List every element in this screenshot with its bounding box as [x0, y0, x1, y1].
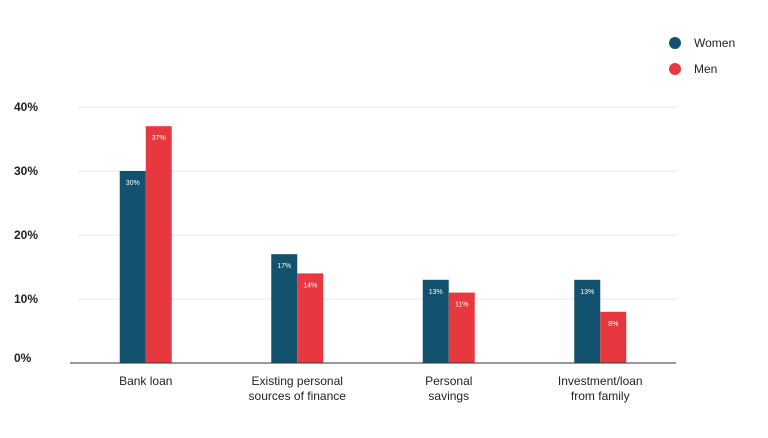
bar-value-label: 17%	[277, 263, 291, 270]
y-tick-label: 10%	[14, 292, 38, 306]
x-axis-labels: Bank loan Existing personal sources of fin…	[119, 374, 643, 403]
legend: Women Men	[669, 36, 735, 76]
bar-value-label: 37%	[152, 135, 166, 142]
bar-value-label: 14%	[303, 282, 317, 289]
y-axis-ticks: 0% 10% 20% 30% 40%	[14, 100, 38, 365]
x-tick-label: Investment/loan from family	[558, 374, 643, 403]
y-tick-label: 30%	[14, 164, 38, 178]
bar-men	[297, 273, 324, 363]
bar-value-label: 13%	[429, 289, 443, 296]
legend-label: Women	[694, 36, 735, 50]
bar-men	[600, 311, 627, 363]
bar-women	[271, 254, 298, 363]
x-tick-label: Bank loan	[119, 374, 172, 388]
bar-value-label: 30%	[126, 180, 140, 187]
legend-swatch-women	[669, 37, 681, 49]
bars: 30% 37% 17% 14% 13% 11% 13% 8%	[119, 126, 627, 363]
bar-value-label: 8%	[608, 321, 618, 328]
bar-value-label: 11%	[455, 302, 469, 309]
x-tick-label: Existing personal sources of finance	[249, 374, 347, 403]
bar-women	[119, 171, 146, 363]
bar-men	[448, 292, 475, 363]
x-tick-label: Personal savings	[425, 374, 472, 403]
bar-men	[145, 126, 172, 363]
bar-women	[574, 279, 601, 363]
y-tick-label: 20%	[14, 228, 38, 242]
bar-women	[422, 279, 449, 363]
legend-swatch-men	[669, 63, 681, 75]
bar-value-label: 13%	[580, 289, 594, 296]
legend-label: Men	[694, 62, 717, 76]
y-tick-label: 40%	[14, 100, 38, 114]
y-tick-label: 0%	[14, 351, 32, 365]
